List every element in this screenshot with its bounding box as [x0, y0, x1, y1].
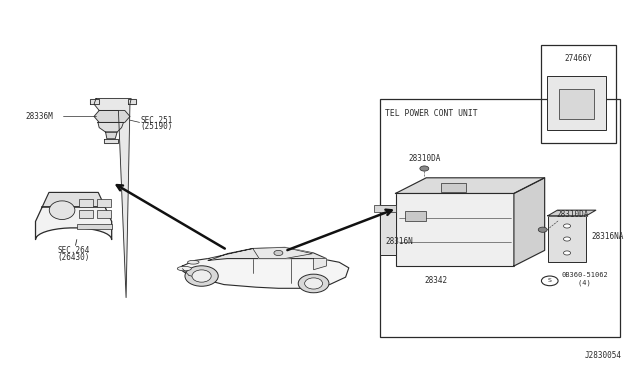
Ellipse shape — [49, 201, 75, 219]
Bar — [541, 45, 616, 143]
Polygon shape — [104, 139, 118, 143]
Text: 28316NA: 28316NA — [591, 232, 624, 241]
Circle shape — [564, 224, 571, 228]
Polygon shape — [106, 132, 117, 139]
Polygon shape — [514, 178, 545, 266]
Polygon shape — [94, 99, 131, 298]
Text: SEC.264: SEC.264 — [58, 246, 90, 255]
Polygon shape — [94, 110, 130, 122]
Bar — [440, 183, 466, 192]
Ellipse shape — [305, 278, 323, 289]
Polygon shape — [208, 247, 326, 260]
Bar — [380, 99, 620, 337]
Text: J2830054: J2830054 — [585, 351, 622, 360]
Bar — [97, 199, 111, 207]
Circle shape — [420, 166, 429, 171]
Ellipse shape — [177, 266, 191, 271]
Circle shape — [564, 251, 571, 255]
Text: 28310DA: 28310DA — [408, 154, 441, 163]
Bar — [79, 210, 93, 218]
Text: S: S — [548, 278, 552, 283]
Text: 28336M: 28336M — [26, 112, 53, 121]
Text: (26430): (26430) — [58, 253, 90, 262]
Circle shape — [274, 250, 283, 256]
Bar — [77, 224, 112, 229]
Bar — [396, 193, 514, 266]
Bar — [548, 216, 586, 262]
Bar — [405, 211, 426, 221]
Polygon shape — [42, 192, 105, 207]
Bar — [97, 210, 111, 218]
Polygon shape — [253, 247, 312, 259]
Circle shape — [564, 237, 571, 241]
Bar — [374, 205, 396, 212]
Text: 28342: 28342 — [424, 276, 447, 285]
Circle shape — [538, 227, 547, 232]
Text: 27466Y: 27466Y — [564, 54, 593, 63]
Polygon shape — [208, 248, 253, 260]
Polygon shape — [396, 178, 545, 193]
Text: 28316N: 28316N — [386, 237, 413, 246]
Text: 28310DA: 28310DA — [557, 210, 589, 219]
Ellipse shape — [185, 266, 218, 286]
Bar — [79, 199, 93, 207]
Polygon shape — [98, 122, 124, 132]
Ellipse shape — [298, 274, 329, 293]
Text: (25190): (25190) — [141, 122, 173, 131]
Bar — [380, 205, 396, 255]
Text: TEL POWER CONT UNIT: TEL POWER CONT UNIT — [385, 109, 477, 118]
Polygon shape — [548, 210, 596, 216]
Polygon shape — [90, 99, 99, 104]
Text: SEC.251: SEC.251 — [141, 116, 173, 125]
Ellipse shape — [188, 260, 199, 264]
Polygon shape — [179, 259, 349, 288]
Bar — [559, 89, 594, 119]
Polygon shape — [128, 99, 136, 104]
Bar — [547, 76, 606, 130]
Polygon shape — [314, 259, 326, 270]
Ellipse shape — [192, 270, 211, 282]
Text: 0B360-51062
    (4): 0B360-51062 (4) — [561, 272, 608, 286]
Polygon shape — [36, 207, 112, 240]
